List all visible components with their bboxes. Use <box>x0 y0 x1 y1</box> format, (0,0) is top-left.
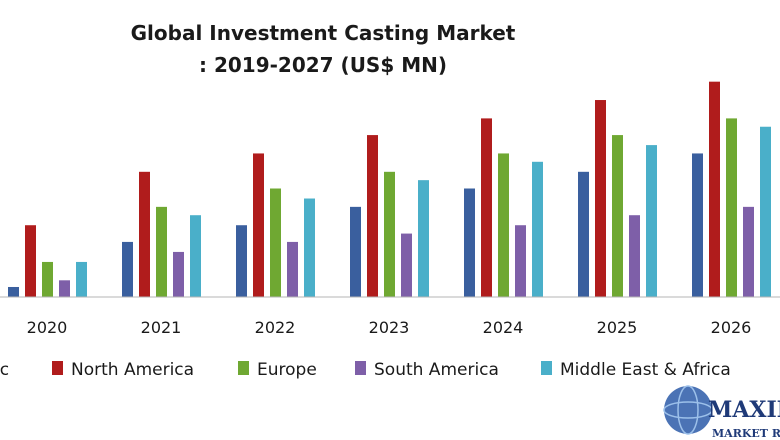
x-tick-label-2024: 2024 <box>483 318 524 337</box>
globe-meridian <box>677 385 699 435</box>
bar-2023-3 <box>401 233 412 297</box>
bar-2023-4 <box>418 180 429 297</box>
bar-2022-2 <box>270 188 281 297</box>
bar-2026-3 <box>743 206 754 297</box>
bar-2020-0 <box>8 286 19 297</box>
globe-equator <box>663 401 713 419</box>
legend-label-4: Middle East & Africa <box>560 360 731 380</box>
bar-2021-1 <box>139 171 150 297</box>
bar-2020-2 <box>42 261 53 297</box>
legend: fic North America Europe South America Middl… <box>0 360 731 380</box>
legend-marker-1 <box>52 361 63 375</box>
bar-2022-4 <box>304 198 315 297</box>
bar-2021-2 <box>156 206 167 297</box>
bar-2026-4 <box>760 126 771 297</box>
x-tick-label-2026: 2026 <box>711 318 752 337</box>
chart-subtitle: : 2019-2027 (US$ MN) <box>199 53 447 77</box>
bar-2022-0 <box>236 225 247 297</box>
bar-2025-3 <box>629 215 640 297</box>
bar-2025-2 <box>612 135 623 297</box>
bar-2024-0 <box>464 188 475 297</box>
bar-2022-3 <box>287 241 298 297</box>
bar-2024-1 <box>481 118 492 298</box>
bar-2024-2 <box>498 153 509 297</box>
legend-label-2: Europe <box>257 360 317 380</box>
bar-2026-0 <box>692 153 703 297</box>
bar-2020-4 <box>76 261 87 297</box>
legend-label-3: South America <box>374 360 499 380</box>
bar-2025-4 <box>646 145 657 297</box>
legend-marker-2 <box>238 361 249 375</box>
bar-2025-1 <box>595 100 606 298</box>
bar-2022-1 <box>253 153 264 297</box>
bars-group <box>8 81 771 298</box>
x-tick-label-2020: 2020 <box>27 318 68 337</box>
bar-2026-1 <box>709 81 720 298</box>
bar-2023-2 <box>384 171 395 297</box>
x-tick-label-2025: 2025 <box>597 318 638 337</box>
x-tick-label-2023: 2023 <box>369 318 410 337</box>
bar-2025-0 <box>578 171 589 297</box>
bar-2023-0 <box>350 206 361 297</box>
x-tick-label-2022: 2022 <box>255 318 296 337</box>
legend-marker-3 <box>355 361 366 375</box>
bar-2021-0 <box>122 241 133 297</box>
bar-2023-1 <box>367 135 378 297</box>
bar-2024-3 <box>515 225 526 297</box>
bar-2020-1 <box>25 225 36 297</box>
legend-marker-4 <box>541 361 552 375</box>
watermark-line2: MARKET RES <box>712 427 780 440</box>
bar-2021-4 <box>190 215 201 297</box>
bar-2020-3 <box>59 280 70 297</box>
legend-label-0: fic <box>0 360 9 380</box>
bar-2024-4 <box>532 161 543 297</box>
chart-title: Global Investment Casting Market <box>131 21 516 45</box>
legend-label-1: North America <box>71 360 194 380</box>
bar-2026-2 <box>726 118 737 298</box>
bar-2021-3 <box>173 251 184 297</box>
x-tick-label-2021: 2021 <box>141 318 182 337</box>
globe-icon <box>664 386 712 434</box>
x-tick-labels: 2020 2021 2022 2023 2024 2025 2026 <box>27 318 752 337</box>
